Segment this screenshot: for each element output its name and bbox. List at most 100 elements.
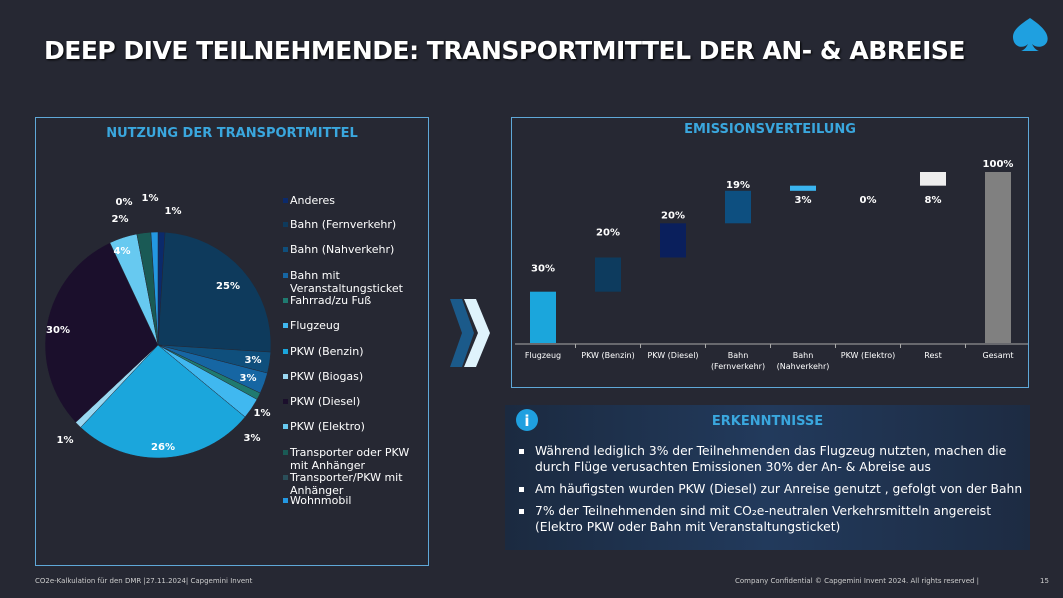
legend-label: PKW (Biogas) <box>290 370 364 383</box>
legend-label: Bahn (Nahverkehr) <box>290 243 395 256</box>
waterfall-chart-title: EMISSIONSVERTEILUNG <box>684 122 856 137</box>
waterfall-bar <box>530 291 556 343</box>
page-title: DEEP DIVE TEILNEHMENDE: TRANSPORTMITTEL … <box>44 36 965 65</box>
waterfall-bar <box>985 172 1011 343</box>
legend-label: Bahn mit Veranstaltungsticket <box>290 269 403 295</box>
legend-label: Wohnmobil <box>290 494 352 507</box>
insight-item: Während lediglich 3% der Teilnehmenden d… <box>519 443 1030 475</box>
x-tick-label: Bahn <box>793 351 814 360</box>
insights-list: Während lediglich 3% der Teilnehmenden d… <box>519 443 1030 541</box>
x-tick-label: Flugzeug <box>525 351 561 360</box>
x-tick-label: PKW (Diesel) <box>647 351 698 360</box>
legend-label: PKW (Benzin) <box>290 345 364 358</box>
legend-marker <box>283 424 288 429</box>
x-tick-label: PKW (Benzin) <box>581 351 634 360</box>
legend-marker <box>283 349 288 354</box>
legend-marker <box>283 273 288 278</box>
waterfall-data-label: 3% <box>795 195 812 206</box>
x-tick-label: Rest <box>924 351 941 360</box>
x-tick-label: Bahn <box>728 351 749 360</box>
legend-label: Fahrrad/zu Fuß <box>290 294 372 307</box>
legend-marker <box>283 323 288 328</box>
legend-item: PKW (Biogas) <box>283 370 413 383</box>
legend-label: Bahn (Fernverkehr) <box>290 218 397 231</box>
insight-item: Am häufigsten wurden PKW (Diesel) zur An… <box>519 481 1030 497</box>
legend-label: Anderes <box>290 194 336 207</box>
x-tick-label: Gesamt <box>982 351 1013 360</box>
pie-data-label: 30% <box>46 325 70 336</box>
waterfall-data-label: 20% <box>596 228 620 239</box>
footer-left: CO2e-Kalkulation für den DMR |27.11.2024… <box>35 577 253 585</box>
pie-data-label: 3% <box>244 433 261 444</box>
insights-title: ERKENNTNISSE <box>711 414 824 429</box>
legend-item: Bahn (Fernverkehr) <box>283 218 413 231</box>
legend-marker <box>283 450 288 455</box>
legend-item: Bahn (Nahverkehr) <box>283 243 413 256</box>
legend-label: Transporter/PKW mit Anhänger <box>290 471 403 497</box>
page-number: 15 <box>1040 577 1049 585</box>
pie-slice <box>44 242 159 423</box>
insights-box: i ERKENNTNISSE Während lediglich 3% der … <box>505 405 1030 550</box>
waterfall-chart-panel: EMISSIONSVERTEILUNG <box>511 117 1029 388</box>
legend-item: Transporter oder PKW mit Anhänger <box>283 446 413 472</box>
x-tick-label: (Nahverkehr) <box>777 362 830 371</box>
pie-data-label: 2% <box>112 214 129 225</box>
waterfall-data-label: 8% <box>925 195 942 206</box>
pie-data-label: 4% <box>114 246 131 257</box>
waterfall-bar <box>790 185 816 191</box>
legend-marker <box>283 498 288 503</box>
pie-data-label: 25% <box>216 281 240 292</box>
legend-item: Wohnmobil <box>283 494 413 507</box>
pie-data-label: 1% <box>254 408 271 419</box>
insight-item: 7% der Teilnehmenden sind mit CO₂e-neutr… <box>519 503 1030 535</box>
legend-marker <box>283 198 288 203</box>
pie-chart-panel: NUTZUNG DER TRANSPORTMITTEL <box>35 117 429 566</box>
legend-label: Transporter oder PKW mit Anhänger <box>290 446 410 472</box>
legend-item: Bahn mit Veranstaltungsticket <box>283 269 413 295</box>
legend-label: Flugzeug <box>290 319 340 332</box>
pie-data-label: 0% <box>116 197 133 208</box>
waterfall-bar <box>660 223 686 258</box>
legend-item: Flugzeug <box>283 319 413 332</box>
x-tick-label: PKW (Elektro) <box>841 351 895 360</box>
waterfall-data-label: 19% <box>726 180 750 191</box>
footer-confidential: Company Confidential © Capgemini Invent … <box>735 577 980 585</box>
pie-slice <box>150 231 159 346</box>
pie-data-label: 1% <box>57 435 74 446</box>
svg-text:i: i <box>524 412 529 430</box>
legend-label: PKW (Elektro) <box>290 420 365 433</box>
legend-marker <box>283 298 288 303</box>
chevron-arrow-icon <box>450 299 490 367</box>
waterfall-data-label: 20% <box>661 210 685 221</box>
pie-data-label: 1% <box>165 206 182 217</box>
legend-marker <box>283 374 288 379</box>
legend-item: PKW (Diesel) <box>283 395 413 408</box>
pie-data-label: 1% <box>142 193 159 204</box>
legend-marker <box>283 222 288 227</box>
waterfall-bar <box>725 190 751 224</box>
waterfall-data-label: 30% <box>531 264 555 275</box>
legend-marker <box>283 399 288 404</box>
waterfall-data-label: 100% <box>983 159 1014 170</box>
pie-data-label: 3% <box>245 355 262 366</box>
legend-item: Anderes <box>283 194 413 207</box>
legend-item: PKW (Benzin) <box>283 345 413 358</box>
waterfall-data-label: 0% <box>860 195 877 206</box>
x-tick-label: (Fernverkehr) <box>711 362 765 371</box>
pie-data-label: 3% <box>240 373 257 384</box>
pie-slice <box>157 231 272 353</box>
waterfall-bar <box>920 172 946 186</box>
legend-marker <box>283 247 288 252</box>
pie-chart-title: NUTZUNG DER TRANSPORTMITTEL <box>106 126 358 141</box>
legend-marker <box>283 475 288 480</box>
pie-data-label: 26% <box>151 442 175 453</box>
waterfall-bar <box>595 257 621 292</box>
info-icon: i <box>516 409 538 431</box>
capgemini-spade-logo <box>1012 18 1048 51</box>
legend-item: Fahrrad/zu Fuß <box>283 294 413 307</box>
legend-item: PKW (Elektro) <box>283 420 413 433</box>
legend-item: Transporter/PKW mit Anhänger <box>283 471 413 497</box>
legend-label: PKW (Diesel) <box>290 395 361 408</box>
pie-slice <box>80 344 246 459</box>
